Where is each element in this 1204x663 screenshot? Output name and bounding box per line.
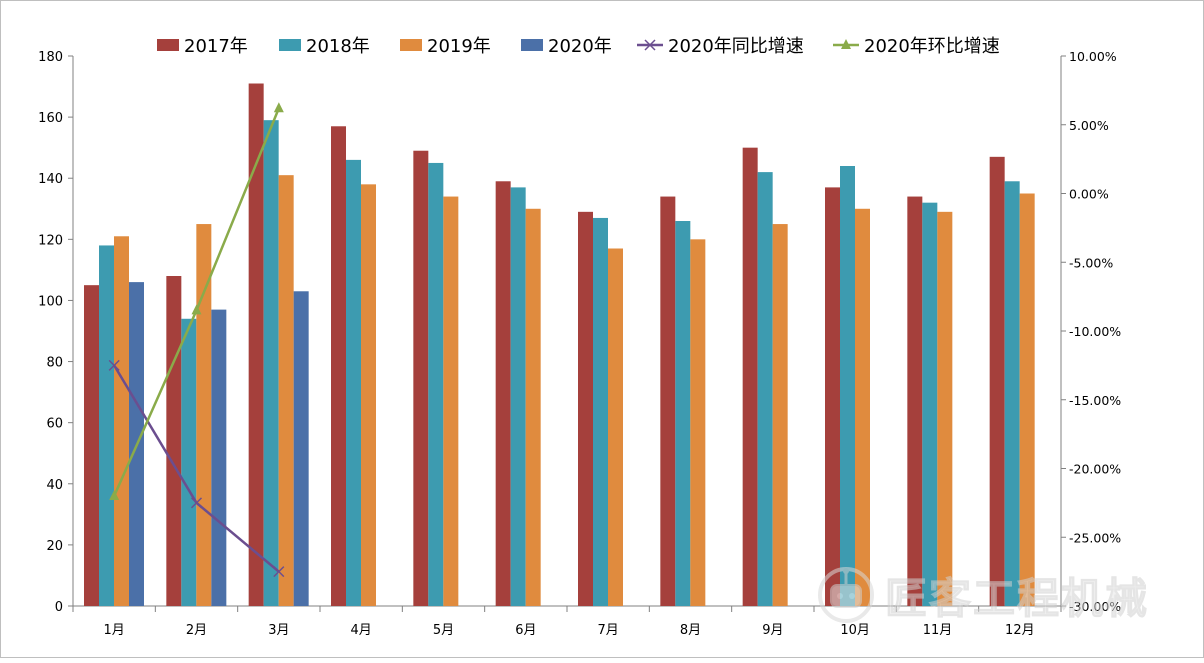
bar-3 bbox=[772, 224, 788, 607]
bar-1 bbox=[331, 126, 346, 607]
legend-label: 2018年 bbox=[306, 36, 370, 57]
x-marker bbox=[190, 497, 203, 509]
bar-1 bbox=[742, 147, 758, 606]
legend-swatch bbox=[400, 39, 422, 51]
y2-tick-label: -15.00% bbox=[1069, 393, 1121, 408]
bar-2 bbox=[181, 318, 197, 606]
y2-tick-label: 0.00% bbox=[1069, 187, 1109, 202]
y2-tick-label: -5.00% bbox=[1069, 255, 1113, 270]
bar-2 bbox=[510, 187, 526, 606]
y-tick-label: 160 bbox=[38, 111, 63, 126]
bar-3 bbox=[690, 239, 706, 607]
x-tick-label: 10月 bbox=[840, 623, 870, 638]
bar-2 bbox=[428, 162, 444, 606]
legend-label: 2020年 bbox=[548, 36, 612, 57]
x-tick-label: 11月 bbox=[923, 623, 953, 638]
bar-3 bbox=[1019, 193, 1035, 606]
y-tick-label: 80 bbox=[46, 356, 63, 371]
x-tick-label: 8月 bbox=[680, 623, 701, 638]
y-tick-label: 0 bbox=[55, 600, 63, 615]
bar-4 bbox=[293, 291, 309, 606]
x-tick-label: 4月 bbox=[351, 623, 372, 638]
x-marker bbox=[108, 359, 120, 371]
bar-3 bbox=[361, 184, 376, 607]
x-tick-label: 5月 bbox=[433, 623, 454, 638]
bar-1 bbox=[248, 83, 264, 606]
legend-swatch bbox=[157, 39, 179, 51]
triangle-marker bbox=[273, 102, 284, 113]
y2-tick-label: -20.00% bbox=[1069, 462, 1121, 477]
bar-2 bbox=[263, 120, 279, 607]
bar-2 bbox=[922, 202, 938, 606]
bar-1 bbox=[166, 276, 182, 606]
bar-2 bbox=[99, 245, 114, 606]
robot-logo-icon bbox=[818, 567, 874, 623]
y2-tick-label: -10.00% bbox=[1069, 324, 1121, 339]
bar-3 bbox=[525, 208, 541, 606]
bar-2 bbox=[757, 172, 773, 606]
x-tick-label: 12月 bbox=[1005, 623, 1035, 638]
y-tick-label: 100 bbox=[38, 294, 63, 309]
y-tick-label: 40 bbox=[46, 478, 63, 493]
legend-swatch bbox=[279, 39, 301, 51]
bar-1 bbox=[578, 211, 593, 607]
bar-2 bbox=[675, 221, 691, 606]
bar-2 bbox=[840, 166, 855, 606]
triangle-marker bbox=[191, 304, 202, 315]
bar-2 bbox=[1004, 181, 1020, 606]
bar-3 bbox=[278, 175, 294, 606]
bar-3 bbox=[937, 211, 953, 607]
bar-1 bbox=[413, 150, 429, 606]
y-tick-label: 120 bbox=[38, 233, 63, 248]
legend-label: 2019年 bbox=[427, 36, 491, 57]
x-tick-label: 2月 bbox=[186, 623, 207, 638]
bar-2 bbox=[593, 217, 608, 606]
y-tick-label: 140 bbox=[38, 172, 63, 187]
bar-3 bbox=[855, 208, 870, 606]
y2-tick-label: -25.00% bbox=[1069, 530, 1121, 545]
triangle-marker bbox=[109, 490, 120, 500]
y-tick-label: 60 bbox=[46, 417, 63, 432]
bar-3 bbox=[114, 236, 129, 606]
legend-label: 2020年同比增速 bbox=[668, 36, 804, 57]
y2-tick-label: 5.00% bbox=[1069, 118, 1109, 133]
legend-label: 2017年 bbox=[184, 36, 248, 57]
x-tick-label: 9月 bbox=[762, 623, 783, 638]
legend-x-marker bbox=[644, 39, 656, 51]
bar-1 bbox=[989, 156, 1005, 607]
bar-3 bbox=[443, 196, 459, 607]
y2-tick-label: -30.00% bbox=[1069, 599, 1121, 614]
legend-label: 2020年环比增速 bbox=[864, 36, 1000, 57]
bar-1 bbox=[907, 196, 923, 607]
x-tick-label: 3月 bbox=[268, 623, 289, 638]
bar-3 bbox=[608, 248, 623, 606]
bar-1 bbox=[84, 285, 99, 606]
watermark-text: 匠客工程机械 bbox=[884, 574, 1150, 624]
legend-triangle-marker bbox=[841, 39, 851, 49]
legend-swatch bbox=[521, 39, 543, 51]
watermark: 匠客工程机械 bbox=[813, 561, 1193, 631]
bar-2 bbox=[346, 159, 361, 606]
y-tick-label: 20 bbox=[46, 539, 63, 554]
y-tick-label: 180 bbox=[38, 50, 63, 65]
y2-tick-label: 10.00% bbox=[1069, 49, 1117, 64]
bar-4 bbox=[211, 309, 227, 606]
bar-1 bbox=[495, 181, 511, 606]
x-tick-label: 1月 bbox=[104, 623, 125, 638]
bar-1 bbox=[825, 187, 840, 606]
bar-1 bbox=[660, 196, 676, 607]
x-tick-label: 7月 bbox=[598, 623, 619, 638]
x-tick-label: 6月 bbox=[515, 623, 536, 638]
x-marker bbox=[273, 566, 285, 578]
